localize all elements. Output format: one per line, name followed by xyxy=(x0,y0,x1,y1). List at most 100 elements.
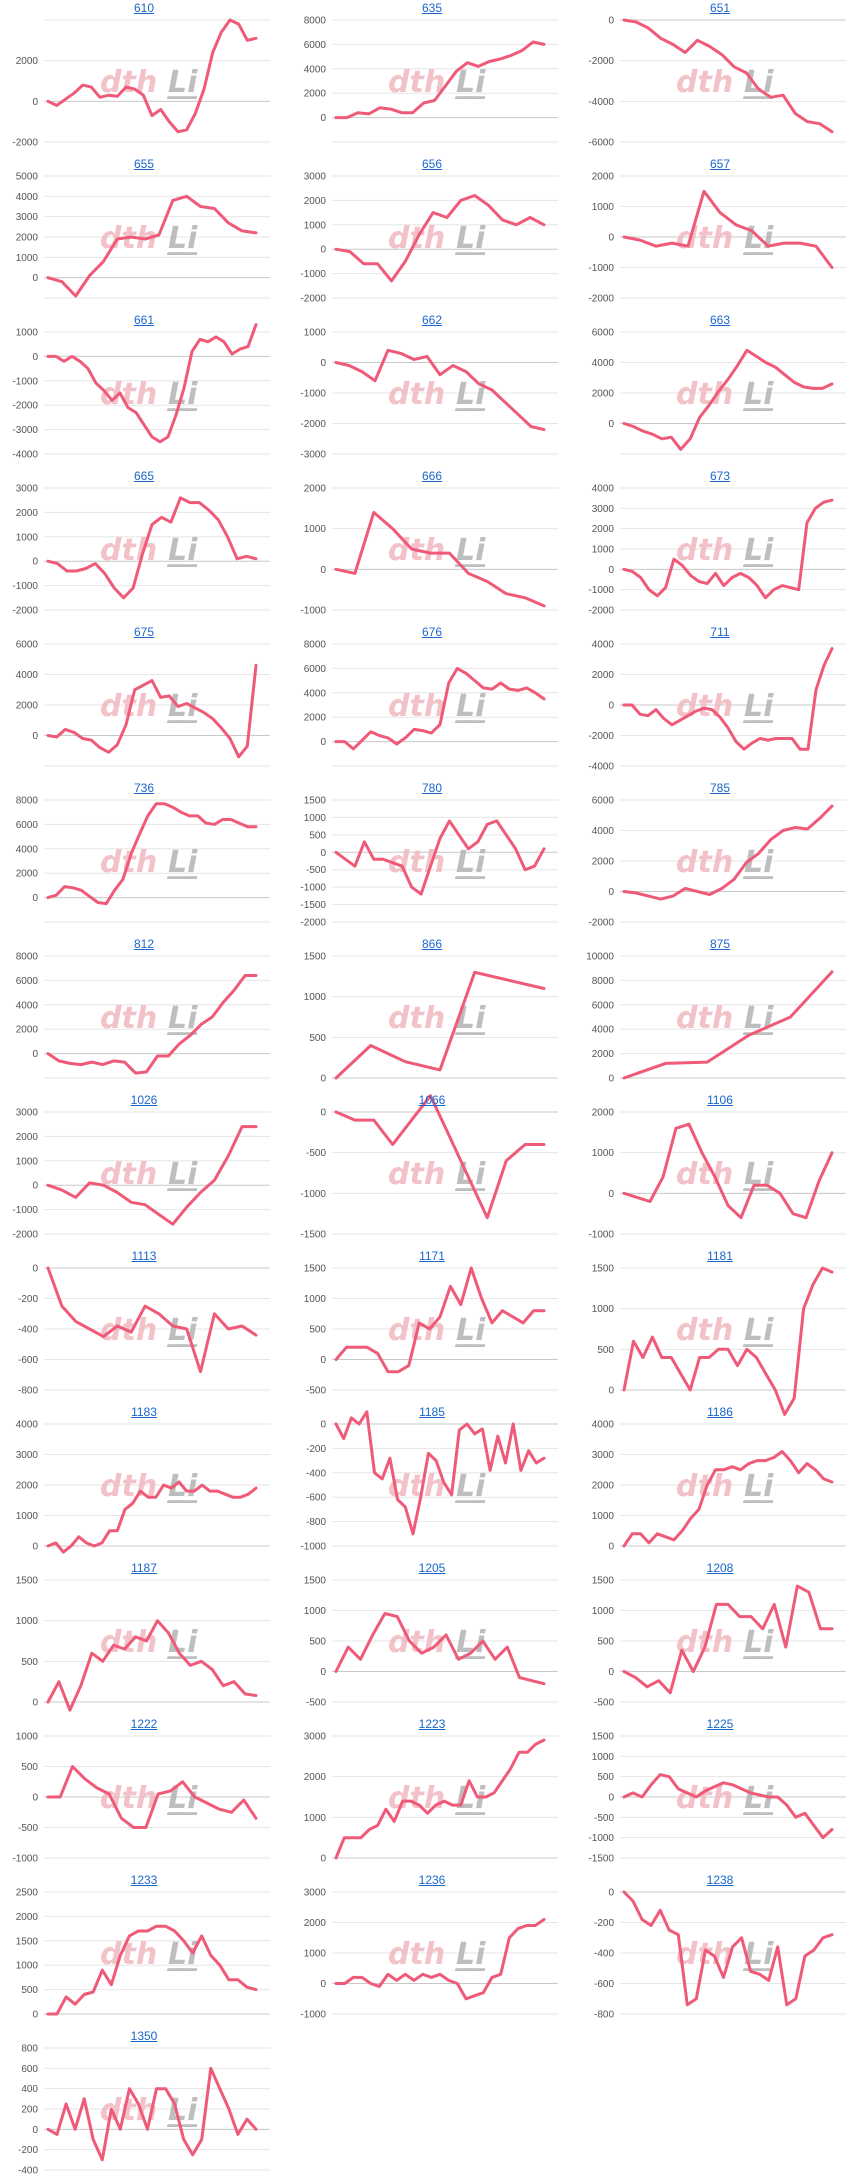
chart-title-link[interactable]: 663 xyxy=(709,313,731,327)
y-tick-label: 500 xyxy=(309,1033,326,1044)
chart-title-link[interactable]: 1205 xyxy=(418,1561,446,1575)
chart-title-link[interactable]: 1183 xyxy=(131,1405,157,1419)
y-tick-label: 1000 xyxy=(304,220,327,231)
chart-panel: 0 2000 4000 6000 dth L̲i̲ 675 xyxy=(0,624,288,780)
svg-text:L̲i̲: L̲i̲ xyxy=(455,533,486,568)
y-tick-label: 4000 xyxy=(592,1025,615,1036)
y-tick-label: 0 xyxy=(608,1074,614,1085)
chart-title-link[interactable]: 1238 xyxy=(706,1873,734,1887)
svg-text:L̲i̲: L̲i̲ xyxy=(455,1001,486,1036)
chart-title-link[interactable]: 657 xyxy=(709,157,731,171)
chart-title-link[interactable]: 661 xyxy=(133,313,155,327)
y-tick-label: 3000 xyxy=(16,1108,39,1119)
chart-title-link[interactable]: 1186 xyxy=(707,1405,733,1419)
y-tick-label: 2000 xyxy=(304,89,327,100)
dth-logo-watermark-icon: dth L̲i̲ xyxy=(388,221,486,256)
chart-title-link[interactable]: 1106 xyxy=(707,1093,733,1107)
svg-text:L̲i̲: L̲i̲ xyxy=(743,1625,774,1660)
y-tick-label: -1000 xyxy=(588,1230,614,1241)
chart-title-link[interactable]: 1185 xyxy=(419,1405,445,1419)
chart-title-link[interactable]: 780 xyxy=(421,781,443,795)
chart-title-link[interactable]: 666 xyxy=(421,469,443,483)
chart-title-link[interactable]: 785 xyxy=(709,781,731,795)
chart-panel: -500 0 500 1000 1500 dth L̲i̲ 1171 xyxy=(288,1248,576,1404)
y-tick-label: 0 xyxy=(608,1793,614,1804)
chart-title-link[interactable]: 1223 xyxy=(418,1717,446,1731)
chart-panel: -1000 -500 0 500 1000 dth L̲i̲ 1222 xyxy=(0,1716,288,1872)
y-tick-label: 8000 xyxy=(16,796,39,807)
dth-logo-watermark-icon: dth L̲i̲ xyxy=(100,689,198,724)
chart-title-link[interactable]: 635 xyxy=(421,1,443,15)
chart-title-link[interactable]: 673 xyxy=(709,469,731,483)
y-tick-label: -800 xyxy=(594,2010,614,2021)
y-tick-label: 0 xyxy=(32,273,38,284)
chart-title-link[interactable]: 1236 xyxy=(418,1873,446,1887)
y-tick-label: 8000 xyxy=(304,16,327,27)
y-tick-label: 2000 xyxy=(592,524,615,535)
y-tick-label: 1000 xyxy=(304,1606,327,1617)
y-tick-label: 1000 xyxy=(592,1606,615,1617)
series-line xyxy=(622,18,834,134)
chart-title-link[interactable]: 651 xyxy=(709,1,731,15)
chart-title-link[interactable]: 736 xyxy=(133,781,155,795)
series-line xyxy=(334,510,546,608)
chart-title-link[interactable]: 655 xyxy=(133,157,155,171)
chart-panel: -6000 -4000 -2000 0 dth L̲i̲ 651 xyxy=(576,0,864,156)
y-tick-label: 1000 xyxy=(304,1813,327,1824)
y-tick-label: -2000 xyxy=(588,294,614,305)
chart-title-link[interactable]: 1066 xyxy=(418,1093,446,1107)
chart-panel: -400 -200 0 200 400 600 800 dth L̲i̲ 1350 xyxy=(0,2028,288,2184)
chart-title-link[interactable]: 675 xyxy=(133,625,155,639)
chart-title-link[interactable]: 1113 xyxy=(131,1249,157,1263)
y-tick-label: 0 xyxy=(608,565,614,576)
y-tick-label: 4000 xyxy=(16,844,39,855)
series-line xyxy=(622,804,834,901)
chart-title-link[interactable]: 1181 xyxy=(707,1249,733,1263)
chart-panel: 0 2000 4000 6000 8000 dth L̲i̲ 676 xyxy=(288,624,576,780)
y-tick-label: 0 xyxy=(608,887,614,898)
chart-title-link[interactable]: 812 xyxy=(133,937,155,951)
series-line xyxy=(334,970,546,1080)
y-tick-label: 1500 xyxy=(16,1576,39,1587)
y-tick-label: -2000 xyxy=(12,401,38,412)
svg-text:dth: dth xyxy=(100,1469,157,1504)
chart-panel: -1000 0 1000 2000 dth L̲i̲ 666 xyxy=(288,468,576,624)
y-tick-label: 0 xyxy=(32,1793,38,1804)
chart-title-link[interactable]: 662 xyxy=(421,313,443,327)
dth-logo-watermark-icon: dth L̲i̲ xyxy=(388,1001,486,1036)
chart-title-link[interactable]: 1187 xyxy=(131,1561,157,1575)
series-line xyxy=(46,1480,258,1554)
y-tick-label: 0 xyxy=(608,701,614,712)
y-tick-label: -500 xyxy=(306,1698,326,1709)
chart-title-link[interactable]: 1222 xyxy=(130,1717,158,1731)
chart-title-link[interactable]: 656 xyxy=(421,157,443,171)
chart-title-link[interactable]: 676 xyxy=(421,625,443,639)
chart-title-link[interactable]: 711 xyxy=(710,625,730,639)
chart-title-link[interactable]: 1026 xyxy=(130,1093,158,1107)
chart-svg: 0 2000 4000 6000 dth L̲i̲ xyxy=(16,640,270,767)
dth-logo-watermark-icon: dth L̲i̲ xyxy=(100,845,198,880)
chart-title-link[interactable]: 866 xyxy=(421,937,443,951)
chart-title-link[interactable]: 665 xyxy=(133,469,155,483)
chart-panel: 0 2000 4000 6000 8000 dth L̲i̲ 635 xyxy=(288,0,576,156)
chart-svg: -1500 -1000 -500 0 dth L̲i̲ xyxy=(300,1094,558,1241)
chart-panel: 0 2000 4000 6000 8000 dth L̲i̲ 736 xyxy=(0,780,288,936)
chart-title-link[interactable]: 1171 xyxy=(419,1249,445,1263)
chart-panel: -1000 0 1000 2000 3000 dth L̲i̲ 1236 xyxy=(288,1872,576,2028)
y-tick-label: 0 xyxy=(32,1049,38,1060)
y-tick-label: 6000 xyxy=(592,1000,615,1011)
chart-title-link[interactable]: 1233 xyxy=(130,1873,158,1887)
dth-logo-watermark-icon: dth L̲i̲ xyxy=(100,65,198,100)
chart-title-link[interactable]: 610 xyxy=(133,1,155,15)
y-tick-label: -1000 xyxy=(588,585,614,596)
svg-text:L̲i̲: L̲i̲ xyxy=(455,1469,486,1504)
chart-title-link[interactable]: 1208 xyxy=(706,1561,734,1575)
dth-logo-watermark-icon: dth L̲i̲ xyxy=(100,1937,198,1972)
y-tick-label: 3000 xyxy=(304,1888,327,1899)
chart-title-link[interactable]: 875 xyxy=(709,937,731,951)
chart-title-link[interactable]: 1350 xyxy=(130,2029,158,2043)
y-tick-label: 2000 xyxy=(16,1912,39,1923)
chart-title-link[interactable]: 1225 xyxy=(706,1717,734,1731)
y-tick-label: 1000 xyxy=(592,202,615,213)
